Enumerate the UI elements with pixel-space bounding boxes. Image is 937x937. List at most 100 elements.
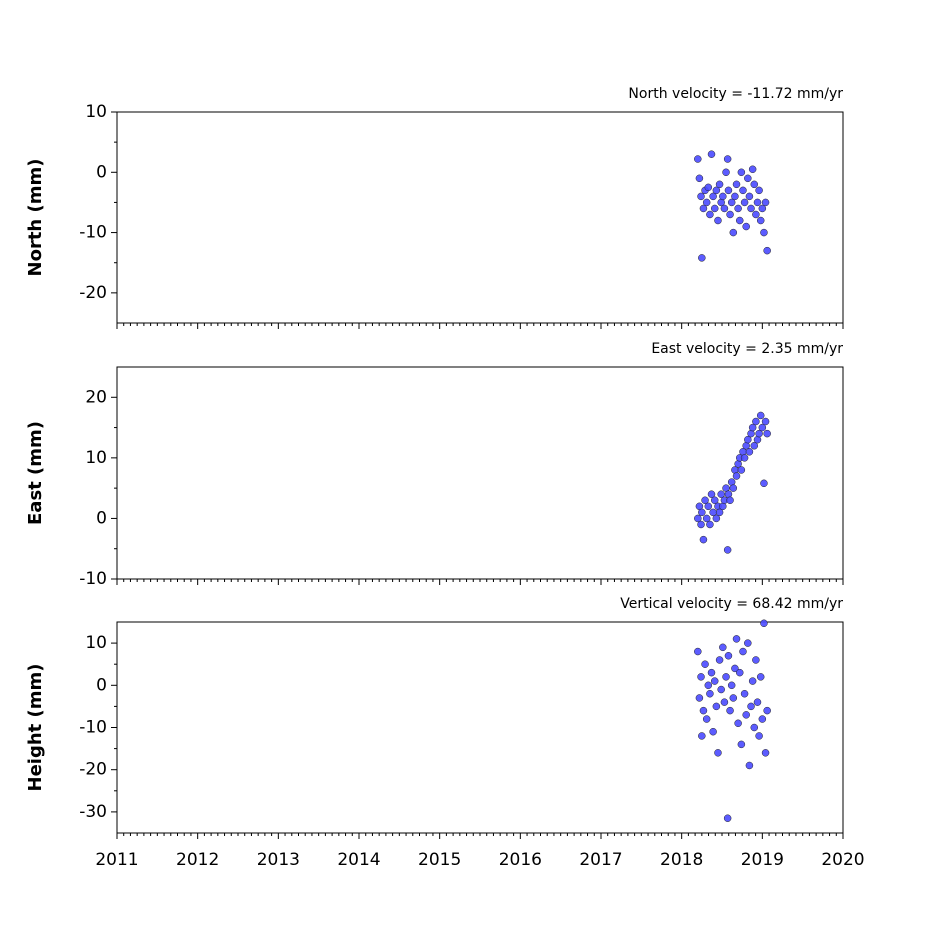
y-axis-label: East (mm) bbox=[25, 421, 46, 525]
data-point bbox=[734, 204, 742, 213]
data-point bbox=[756, 216, 765, 225]
data-point bbox=[744, 174, 752, 183]
data-point bbox=[744, 639, 752, 647]
data-point bbox=[763, 246, 771, 255]
data-point bbox=[702, 715, 711, 723]
data-point bbox=[729, 484, 738, 492]
data-point bbox=[715, 656, 724, 664]
y-tick-label: -20 bbox=[79, 760, 107, 780]
data-point bbox=[707, 490, 716, 498]
x-tick-label: 2012 bbox=[176, 850, 219, 870]
y-tick-label: -10 bbox=[79, 718, 107, 738]
data-point bbox=[706, 210, 714, 219]
data-point bbox=[694, 514, 702, 523]
data-point bbox=[722, 673, 730, 681]
data-point bbox=[719, 192, 727, 201]
data-point bbox=[750, 441, 759, 450]
x-tick-label: 2017 bbox=[579, 850, 622, 870]
data-point bbox=[697, 673, 705, 681]
data-point bbox=[704, 502, 713, 511]
data-point bbox=[753, 698, 762, 706]
data-point bbox=[710, 496, 719, 505]
data-point bbox=[698, 254, 706, 262]
data-point bbox=[763, 429, 771, 438]
data-point bbox=[745, 192, 754, 201]
data-point bbox=[758, 204, 767, 213]
data-point bbox=[706, 689, 714, 698]
plot-frame bbox=[116, 621, 844, 834]
data-point bbox=[740, 198, 749, 207]
data-point bbox=[760, 479, 768, 488]
x-tick-label: 2011 bbox=[95, 850, 138, 870]
data-point bbox=[755, 186, 763, 195]
data-point bbox=[719, 643, 727, 652]
data-point bbox=[763, 706, 771, 715]
data-point bbox=[761, 198, 770, 207]
data-point bbox=[717, 685, 725, 694]
data-point bbox=[750, 723, 759, 732]
data-point bbox=[756, 411, 765, 420]
data-point bbox=[732, 472, 741, 480]
x-tick-label: 2018 bbox=[660, 850, 703, 870]
data-point bbox=[726, 210, 734, 219]
data-point bbox=[701, 660, 709, 668]
data-point bbox=[752, 417, 760, 426]
y-tick-label: 10 bbox=[85, 448, 107, 468]
data-point bbox=[727, 681, 736, 690]
data-point bbox=[731, 192, 739, 201]
data-point bbox=[761, 749, 770, 757]
y-tick-label: 0 bbox=[96, 675, 107, 695]
data-point bbox=[745, 448, 754, 456]
data-point bbox=[715, 508, 724, 517]
data-point bbox=[742, 222, 750, 231]
panel-title: East velocity = 2.35 mm/yr bbox=[651, 341, 843, 357]
data-point bbox=[735, 216, 744, 225]
data-point bbox=[734, 719, 742, 728]
data-point bbox=[732, 635, 741, 643]
data-point bbox=[710, 204, 719, 213]
data-point bbox=[737, 168, 746, 177]
y-axis-label: Height (mm) bbox=[25, 664, 46, 792]
x-tick-label: 2015 bbox=[418, 850, 461, 870]
data-point bbox=[729, 228, 738, 237]
data-point bbox=[694, 155, 702, 163]
data-point bbox=[697, 192, 705, 201]
data-point bbox=[699, 706, 708, 715]
x-tick-label: 2016 bbox=[499, 850, 542, 870]
data-point bbox=[758, 715, 767, 723]
panel-title: North velocity = -11.72 mm/yr bbox=[628, 86, 843, 102]
x-tick-label: 2013 bbox=[257, 850, 300, 870]
data-point bbox=[712, 186, 721, 195]
data-point bbox=[742, 711, 750, 719]
data-point bbox=[752, 210, 760, 219]
data-point bbox=[715, 180, 724, 189]
plot-frame bbox=[116, 111, 844, 324]
x-tick-label: 2019 bbox=[741, 850, 784, 870]
data-point bbox=[712, 702, 721, 711]
data-point bbox=[748, 677, 757, 685]
data-point bbox=[704, 681, 713, 690]
data-point bbox=[748, 165, 757, 174]
x-tick-label: 2020 bbox=[821, 850, 864, 870]
data-point bbox=[699, 535, 708, 544]
data-point bbox=[717, 490, 725, 498]
y-tick-label: 10 bbox=[85, 102, 107, 122]
data-point bbox=[720, 698, 729, 706]
data-point bbox=[732, 180, 741, 189]
data-point bbox=[726, 706, 734, 715]
data-point bbox=[699, 204, 708, 213]
data-point bbox=[723, 546, 732, 554]
data-point bbox=[702, 514, 711, 523]
data-point bbox=[760, 228, 768, 237]
data-point bbox=[756, 673, 765, 681]
data-point bbox=[752, 656, 760, 664]
data-point bbox=[740, 454, 749, 462]
y-tick-label: -10 bbox=[79, 223, 107, 243]
data-point bbox=[753, 198, 762, 207]
data-point bbox=[724, 186, 733, 195]
y-tick-label: 0 bbox=[96, 508, 107, 528]
data-point bbox=[755, 732, 763, 740]
data-point bbox=[724, 652, 733, 660]
data-point bbox=[706, 520, 714, 529]
data-point bbox=[720, 204, 729, 213]
